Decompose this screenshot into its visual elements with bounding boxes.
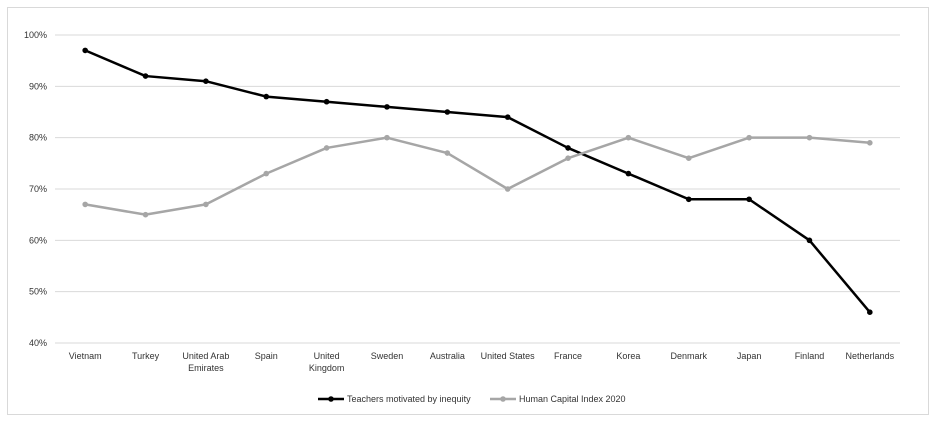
x-tick-label: Sweden [371,351,404,361]
x-tick-label: Netherlands [846,351,895,361]
data-point [746,196,752,203]
x-tick-label: United Kingdom [309,351,345,373]
x-tick-label: Korea [616,351,640,361]
data-point [323,145,330,151]
y-tick-label: 70% [29,184,47,194]
x-tick-label: United Arab Emirates [182,351,229,373]
legend-marker [328,396,334,402]
data-point [685,196,692,203]
data-point [625,134,632,141]
data-point [142,211,149,218]
data-point [444,150,451,156]
legend: Teachers motivated by inequity Human Capi… [318,394,626,404]
data-point [867,309,873,316]
legend-item: Teachers motivated by inequity [318,394,471,404]
legend-item: Human Capital Index 2020 [490,394,626,404]
legend-marker [500,396,506,402]
data-point [82,201,88,208]
x-tick-label: Australia [430,351,465,361]
data-point [504,114,511,120]
data-point [685,155,692,161]
x-tick-label: Denmark [670,351,707,361]
y-axis-ticks: 40% 50% 60% 70% 80% 90% 100% [24,30,47,348]
data-point [867,140,873,146]
x-axis-ticks: Vietnam Turkey United Arab Emirates Spain Uni… [69,351,895,373]
y-tick-label: 80% [29,133,47,143]
x-tick-label: Spain [255,351,278,361]
gridlines [55,34,900,344]
x-tick-label: United States [481,351,536,361]
data-point [806,134,813,141]
x-tick-label: Japan [737,351,762,361]
data-point [263,170,270,177]
data-point [263,93,270,100]
series-line [84,136,870,216]
data-point [565,155,571,161]
data-point [142,73,149,79]
y-tick-label: 40% [29,338,47,348]
data-point [746,134,752,141]
y-tick-label: 60% [29,235,47,245]
data-point [625,170,632,177]
x-tick-label: Vietnam [69,351,102,361]
data-point [565,145,571,151]
data-point [384,104,390,110]
data-point [82,47,88,54]
x-tick-label: Finland [795,351,825,361]
y-tick-label: 50% [29,287,47,297]
legend-label: Teachers motivated by inequity [347,394,471,404]
data-point [203,201,209,208]
data-point [384,134,390,141]
series-2 [82,134,873,218]
data-point [203,78,209,84]
data-point [444,109,451,115]
legend-label: Human Capital Index 2020 [519,394,626,404]
data-point [504,186,511,192]
x-tick-label: France [554,351,582,361]
data-point [806,237,813,244]
series-lines [82,47,873,316]
y-tick-label: 90% [29,81,47,91]
data-point [323,98,330,105]
y-tick-label: 100% [24,30,47,40]
series-1 [82,47,873,316]
x-tick-label: Turkey [132,351,160,361]
series-line [84,49,871,314]
